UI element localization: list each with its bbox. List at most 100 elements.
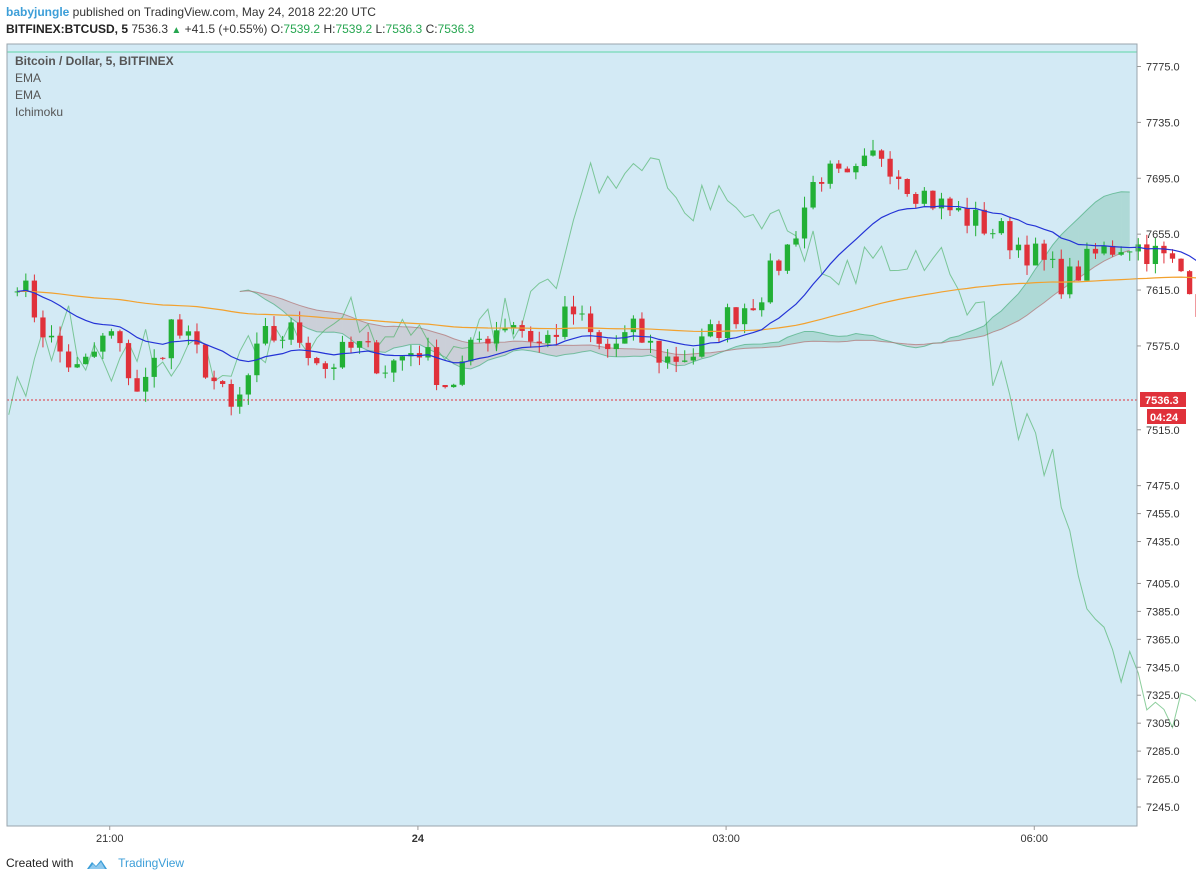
ichimoku-cloud-segment bbox=[855, 333, 865, 341]
ichimoku-cloud-segment bbox=[1035, 257, 1045, 309]
ichimoku-cloud-segment bbox=[1112, 191, 1122, 257]
ichimoku-cloud-segment bbox=[872, 335, 882, 342]
candle-body bbox=[690, 356, 696, 361]
ohlc-line: BITFINEX:BTCUSD, 5 7536.3 ▲ +41.5 (+0.55… bbox=[6, 21, 474, 39]
candle-body bbox=[425, 347, 431, 358]
candle-body bbox=[142, 376, 149, 392]
ichimoku-cloud-segment bbox=[265, 294, 274, 305]
candle-body bbox=[1084, 248, 1090, 281]
candle-body bbox=[1067, 266, 1073, 295]
x-tick-label: 03:00 bbox=[712, 833, 740, 845]
candle-body bbox=[1024, 244, 1030, 266]
last-price: 7536.3 bbox=[131, 22, 169, 36]
candle-body bbox=[408, 353, 414, 357]
up-arrow-icon: ▲ bbox=[171, 25, 182, 36]
candle-body bbox=[331, 367, 337, 369]
candle-body bbox=[613, 343, 619, 350]
y-tick-label: 7695.0 bbox=[1146, 173, 1180, 185]
ichimoku-cloud-segment bbox=[607, 347, 617, 357]
ichimoku-cloud-segment bbox=[393, 326, 403, 349]
candle-body bbox=[664, 356, 671, 363]
ichimoku-cloud-segment bbox=[1009, 293, 1019, 325]
candle-body bbox=[31, 280, 38, 318]
candle-body bbox=[219, 381, 226, 385]
candle-body bbox=[707, 324, 714, 337]
candle-body bbox=[322, 363, 328, 369]
open-label: O: bbox=[270, 22, 284, 36]
last-price-badge-label: 7536.3 bbox=[1145, 395, 1179, 407]
candle-body bbox=[861, 155, 868, 167]
candle-body bbox=[810, 182, 816, 208]
ichimoku-cloud-segment bbox=[821, 333, 831, 342]
candle-body bbox=[741, 308, 748, 325]
candle-body bbox=[784, 244, 791, 271]
candle-body bbox=[1118, 252, 1124, 255]
candle-body bbox=[151, 357, 157, 377]
ichimoku-cloud-segment bbox=[864, 334, 873, 341]
countdown-label: 04:24 bbox=[1150, 412, 1179, 424]
x-tick-label: 24 bbox=[412, 833, 425, 845]
candle-body bbox=[596, 332, 602, 344]
candle-body bbox=[699, 336, 705, 357]
ichimoku-cloud-segment bbox=[419, 327, 429, 349]
legend-ema-fast[interactable]: EMA bbox=[15, 71, 42, 85]
change-value: +41.5 (+0.55%) bbox=[184, 22, 268, 36]
ichimoku-cloud-segment bbox=[984, 317, 993, 336]
candle-body bbox=[570, 306, 577, 315]
candle-body bbox=[399, 356, 405, 361]
ichimoku-cloud-segment bbox=[633, 348, 642, 357]
candle-body bbox=[1092, 248, 1099, 254]
ichimoku-cloud-segment bbox=[804, 331, 814, 342]
countdown-badge bbox=[1147, 409, 1186, 424]
candle-body bbox=[365, 341, 371, 343]
tradingview-link[interactable]: TradingView bbox=[118, 856, 185, 870]
price-axis-background bbox=[1137, 44, 1196, 826]
ichimoku-cloud-segment bbox=[736, 344, 745, 350]
candle-body bbox=[896, 176, 902, 180]
candle-body bbox=[990, 233, 996, 235]
ichimoku-cloud-segment bbox=[564, 345, 574, 355]
author-link[interactable]: babyjungle bbox=[6, 5, 70, 19]
candle-body bbox=[964, 208, 970, 226]
high-label: H: bbox=[323, 22, 336, 36]
ichimoku-cloud-segment bbox=[308, 307, 317, 332]
ichimoku-cloud-segment bbox=[1027, 268, 1036, 316]
ichimoku-cloud-segment bbox=[316, 310, 326, 333]
candle-body bbox=[1186, 271, 1193, 295]
candle-body bbox=[844, 168, 850, 173]
x-tick-label: 21:00 bbox=[96, 833, 124, 845]
ichimoku-cloud-segment bbox=[333, 312, 343, 334]
candle-body bbox=[279, 339, 286, 341]
candle-body bbox=[767, 260, 773, 303]
candle-body bbox=[1058, 258, 1064, 295]
candle-body bbox=[391, 360, 397, 373]
ichimoku-cloud-segment bbox=[753, 343, 762, 349]
ichimoku-cloud-segment bbox=[795, 331, 805, 344]
legend-ema-slow[interactable]: EMA bbox=[15, 88, 42, 102]
candle-body bbox=[1050, 258, 1056, 260]
candle-body bbox=[83, 356, 89, 365]
candle-body bbox=[160, 357, 166, 359]
candle-body bbox=[836, 163, 842, 169]
candle-body bbox=[125, 343, 132, 379]
ichimoku-cloud-segment bbox=[1018, 282, 1028, 321]
ichimoku-cloud-segment bbox=[479, 342, 488, 366]
candle-body bbox=[1127, 251, 1133, 253]
candle-body bbox=[493, 330, 500, 344]
low-label: L: bbox=[375, 22, 386, 36]
candle-body bbox=[605, 343, 611, 350]
created-with-text: Created with bbox=[6, 856, 74, 870]
candle-body bbox=[1041, 243, 1047, 260]
candle-body bbox=[100, 335, 106, 352]
candle-body bbox=[1135, 244, 1141, 252]
y-tick-label: 7435.0 bbox=[1146, 537, 1180, 549]
chart-header: babyjungle published on TradingView.com,… bbox=[6, 4, 474, 39]
plot-background bbox=[7, 44, 1137, 826]
y-tick-label: 7365.0 bbox=[1146, 634, 1180, 646]
legend-ichimoku[interactable]: Ichimoku bbox=[15, 105, 64, 119]
candle-body bbox=[1178, 258, 1184, 272]
candle-body bbox=[339, 341, 346, 368]
tradingview-cloud-icon[interactable] bbox=[85, 857, 109, 871]
time-axis-background bbox=[0, 826, 1196, 852]
